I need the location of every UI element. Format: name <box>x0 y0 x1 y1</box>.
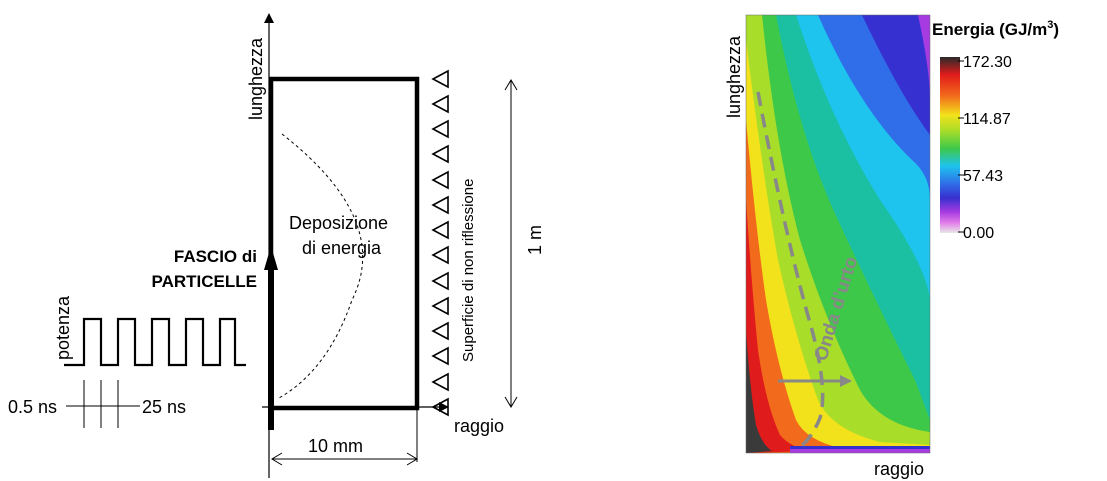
length-dimension-label: 1 m <box>525 225 545 255</box>
radius-dimension-label: 10 mm <box>308 436 363 456</box>
beam-arrowhead <box>264 246 278 270</box>
deposition-label-line1: Deposizione <box>289 213 388 233</box>
pulse-axis-label: potenza <box>53 295 73 360</box>
shock-wave-curve <box>756 91 825 451</box>
deposition-arc <box>278 133 364 399</box>
band-yellow <box>746 40 930 453</box>
pulse-markers <box>66 380 140 428</box>
pulse-width-label: 0.5 ns <box>8 397 57 417</box>
non-reflecting-triangles <box>431 69 449 417</box>
left-diagram: lunghezza raggio FASCIO di PARTICELLE po… <box>8 13 545 478</box>
colorbar <box>940 57 960 233</box>
pulse-train <box>64 317 246 367</box>
pulse-period-label: 25 ns <box>142 397 186 417</box>
boundary-label: Superficie di non riflessione <box>460 179 477 362</box>
colorbar-title: Energia (GJ/m3) <box>932 19 1059 39</box>
plot-frame <box>745 14 931 454</box>
target-rectangle <box>268 76 420 411</box>
plot-vertical-axis-label: lunghezza <box>724 35 744 118</box>
colorbar-ticks <box>958 60 964 233</box>
beam-label-line2: PARTICELLE <box>152 272 257 291</box>
contour-plot: Onda d’urto lunghezza raggio 172.30 114.… <box>724 14 1059 479</box>
band-red <box>746 200 810 453</box>
deposition-label-line2: di energia <box>302 238 382 258</box>
colorbar-tick-3: 57.43 <box>963 168 1003 185</box>
colorbar-tick-min: 0.00 <box>963 225 994 242</box>
plot-horizontal-axis-label: raggio <box>874 459 924 479</box>
band-dark <box>746 330 772 453</box>
horizontal-axis-label: raggio <box>454 416 504 436</box>
vertical-axis-label: lunghezza <box>246 37 266 120</box>
beam-label-line1: FASCIO di <box>174 247 257 266</box>
colorbar-tick-max: 172.30 <box>963 54 1012 71</box>
colorbar-tick-2: 114.87 <box>963 111 1011 128</box>
